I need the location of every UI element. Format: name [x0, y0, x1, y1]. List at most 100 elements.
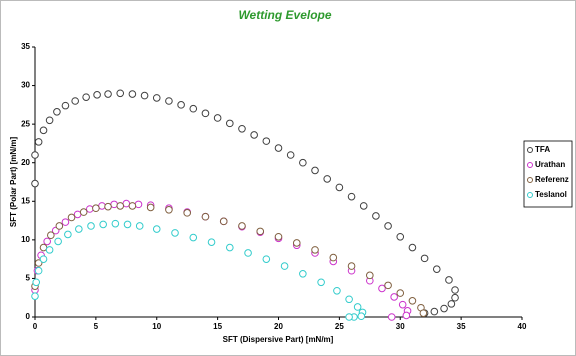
point: [45, 246, 54, 254]
point: [353, 303, 362, 311]
point: [116, 202, 125, 210]
x-tick-label: 15: [213, 322, 222, 331]
point: [408, 243, 417, 252]
point: [345, 295, 353, 304]
point: [31, 179, 39, 188]
point: [55, 222, 64, 230]
y-tick-label: 20: [21, 158, 30, 167]
point: [34, 266, 43, 275]
point: [372, 212, 380, 220]
point: [402, 311, 411, 320]
point: [189, 233, 198, 242]
y-tick-label: 30: [21, 81, 30, 90]
point: [165, 97, 173, 105]
point: [299, 270, 307, 278]
point: [123, 220, 132, 229]
x-tick-label: 35: [457, 322, 466, 331]
x-tick-label: 25: [335, 322, 344, 331]
chart-title: Wetting Evelope: [238, 8, 331, 22]
point: [347, 262, 356, 270]
y-axis-label: SFT (Polar Part) [mN/m]: [9, 137, 18, 228]
legend-marker: [527, 192, 533, 198]
point: [419, 309, 428, 317]
x-tick-label: 5: [94, 322, 99, 331]
point: [207, 238, 216, 246]
point: [79, 208, 88, 216]
point: [408, 297, 417, 305]
point: [134, 200, 143, 209]
point: [82, 93, 90, 101]
y-tick-label: 25: [21, 119, 30, 128]
point: [53, 108, 61, 116]
point: [152, 225, 161, 233]
point: [432, 265, 441, 273]
point: [152, 94, 161, 102]
point: [244, 249, 252, 257]
point: [311, 246, 319, 254]
point: [67, 213, 76, 222]
legend-label: Teslanol: [535, 190, 567, 199]
point: [274, 144, 283, 152]
point: [111, 219, 120, 228]
x-tick-label: 40: [518, 322, 527, 331]
x-axis-label: SFT (Dispersive Part) [mN/m]: [223, 335, 334, 344]
point: [238, 222, 246, 230]
point: [104, 90, 112, 98]
point: [99, 220, 107, 229]
point: [430, 307, 439, 316]
point: [75, 225, 83, 233]
legend-label: Urathan: [535, 160, 565, 169]
point: [47, 231, 55, 240]
point: [226, 243, 234, 252]
point: [93, 91, 101, 99]
y-tick-label: 0: [26, 312, 31, 321]
point: [140, 91, 149, 100]
point: [451, 293, 459, 302]
point: [64, 230, 72, 239]
point: [440, 304, 448, 313]
point: [329, 253, 338, 262]
y-tick-label: 15: [21, 196, 30, 205]
point: [387, 313, 396, 321]
point: [31, 151, 39, 159]
point: [345, 313, 353, 321]
point: [45, 116, 54, 125]
point: [71, 97, 79, 105]
point: [445, 276, 453, 284]
point: [299, 158, 307, 167]
point: [92, 204, 100, 213]
x-tick-label: 20: [274, 322, 283, 331]
legend-marker: [527, 162, 533, 168]
point: [61, 218, 70, 226]
point: [34, 259, 43, 267]
point: [87, 222, 95, 230]
point: [280, 262, 289, 270]
y-tick-label: 10: [21, 235, 30, 244]
point: [396, 289, 405, 297]
point: [333, 286, 341, 295]
point: [384, 222, 392, 230]
point: [31, 292, 39, 300]
point: [213, 114, 222, 122]
legend-marker: [527, 147, 533, 153]
point: [286, 151, 295, 159]
point: [219, 217, 228, 226]
point: [335, 183, 344, 192]
point: [311, 166, 319, 175]
point: [183, 209, 191, 217]
x-tick-label: 30: [396, 322, 405, 331]
legend-marker: [527, 177, 533, 183]
point: [128, 90, 137, 98]
point: [116, 89, 125, 98]
point: [347, 192, 356, 201]
point: [171, 229, 179, 237]
point: [262, 137, 271, 145]
point: [390, 293, 398, 301]
point: [226, 119, 234, 128]
point: [451, 286, 459, 294]
point: [396, 232, 405, 241]
legend-label: Referenz: [535, 175, 569, 184]
point: [359, 202, 368, 210]
point: [262, 255, 271, 263]
